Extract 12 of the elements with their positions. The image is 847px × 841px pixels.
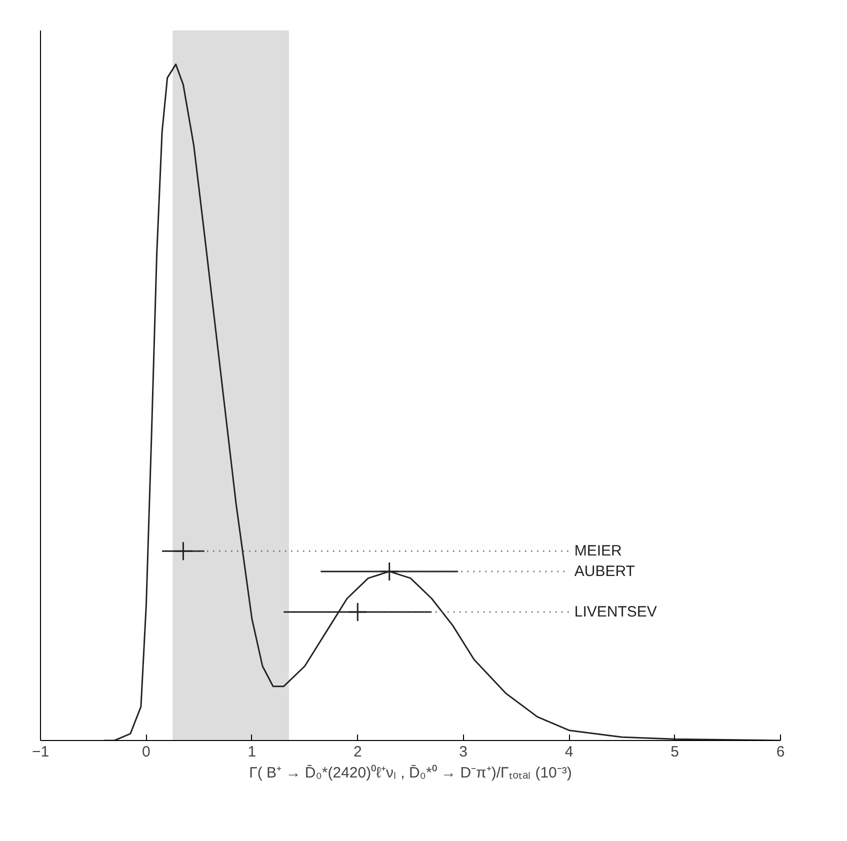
x-tick-label: 2 (353, 744, 362, 760)
x-tick-label: 1 (248, 744, 256, 760)
x-tick-label: −1 (32, 744, 50, 760)
x-tick-label: 5 (670, 744, 679, 760)
x-tick-label: 6 (776, 744, 785, 760)
x-tick-label: 3 (459, 744, 468, 760)
x-tick-label: 0 (142, 744, 150, 760)
text: LIVENTSEV (574, 604, 657, 621)
x-tick-label: 4 (564, 744, 574, 760)
x-axis-title: Γ( B⁺ → D̄₀*(2420)⁰ℓ⁺νₗ , D̄₀*⁰ → D⁻π⁺)/Γₜₒₜₐₗ (10⁻³) (249, 764, 572, 782)
text: AUBERT (574, 562, 635, 580)
text: MEIER (574, 542, 622, 560)
